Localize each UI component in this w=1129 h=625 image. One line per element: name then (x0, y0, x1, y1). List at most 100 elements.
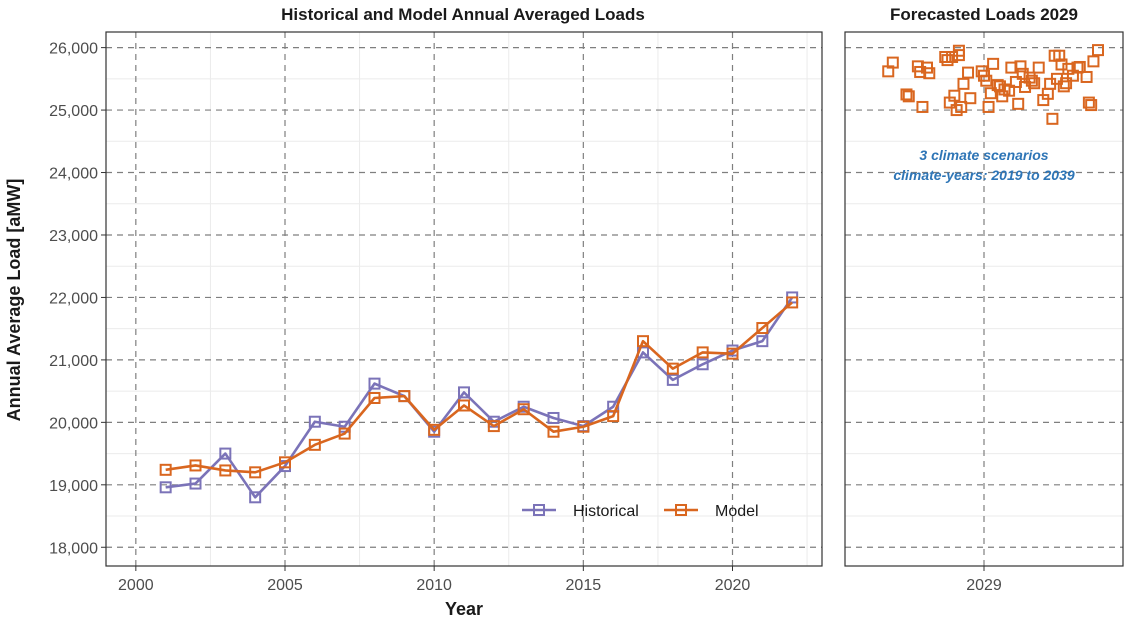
data-point-model (159, 463, 172, 476)
series-line-model (165, 301, 794, 474)
forecast-point (1087, 55, 1100, 68)
forecast-point (900, 88, 913, 101)
forecast-point (1080, 70, 1093, 83)
data-point-model (517, 403, 530, 416)
forecast-point (1028, 77, 1041, 90)
y-tick-label: 20,000 (49, 415, 98, 432)
data-point-model (547, 425, 560, 438)
forecast-point (1025, 74, 1038, 87)
data-point-model (726, 347, 739, 360)
forecast-point (1003, 84, 1016, 97)
forecast-point (962, 66, 975, 79)
x-tick-label: 2010 (416, 577, 452, 594)
forecast-point (946, 50, 959, 63)
data-point-historical (249, 491, 262, 504)
forecast-point (955, 100, 968, 113)
data-point-historical (219, 447, 232, 460)
forecast-point (1092, 44, 1104, 57)
forecast-point (1032, 61, 1045, 74)
x-tick-label: 2020 (715, 577, 751, 594)
legend-historical-marker (533, 504, 545, 516)
forecast-point (957, 77, 970, 90)
y-tick-label: 25,000 (49, 103, 98, 120)
forecast-point (916, 100, 929, 113)
forecast-point (902, 90, 915, 103)
data-point-model (368, 391, 381, 404)
left-panel: 18,000 19,000 20,000 21,000 22,000 23,000 24,0… (49, 31, 823, 594)
forecast-point (948, 89, 961, 102)
right-panel: 2029 (844, 31, 1124, 594)
forecast-point (939, 50, 952, 63)
forecast-point (1012, 97, 1025, 110)
forecast-point (1053, 49, 1066, 62)
data-point-model (219, 464, 232, 477)
data-point-historical (368, 377, 381, 390)
forecast-point (1046, 112, 1059, 125)
forecast-point (984, 87, 997, 100)
forecast-point (982, 100, 995, 113)
y-tick-label: 24,000 (49, 166, 98, 183)
data-point-model (458, 399, 470, 412)
forecast-point (1082, 96, 1095, 109)
legend: Historical Model (522, 503, 759, 520)
data-point-model (279, 456, 291, 469)
forecast-point (1016, 67, 1029, 80)
data-point-model (308, 438, 321, 451)
y-tick-label: 22,000 (49, 290, 98, 307)
data-point-model (637, 335, 649, 348)
data-point-historical (458, 386, 470, 399)
forecast-point (1085, 99, 1098, 112)
annotation-line-1: 3 climate scenarios (919, 147, 1048, 163)
forecast-point (980, 74, 993, 87)
legend-model-marker (675, 504, 687, 516)
left-panel-title: Historical and Model Annual Averaged Loa… (281, 5, 645, 24)
forecast-point (952, 44, 965, 57)
forecast-point (886, 56, 899, 69)
data-point-model (666, 362, 679, 375)
data-point-model (189, 459, 202, 472)
x-tick-label: 2015 (566, 577, 602, 594)
data-point-historical (666, 373, 679, 386)
right-panel-title: Forecasted Loads 2029 (890, 5, 1078, 24)
data-point-historical (696, 358, 709, 371)
forecast-point (1057, 80, 1070, 93)
right-panel-border (844, 31, 1124, 567)
data-point-model (577, 420, 590, 433)
data-point-model (338, 427, 351, 440)
data-point-historical (308, 415, 321, 428)
y-tick-label: 19,000 (49, 478, 98, 495)
y-tick-label: 21,000 (49, 353, 98, 370)
legend-model-label: Model (715, 503, 759, 520)
data-point-model (756, 322, 769, 335)
y-tick-label: 18,000 (49, 540, 98, 557)
annotation-line-2: climate-years: 2019 to 2039 (893, 167, 1075, 183)
y-tick-label: 23,000 (49, 228, 98, 245)
forecast-point (1073, 60, 1086, 73)
data-point-model (428, 423, 441, 436)
data-point-model (398, 390, 411, 403)
left-panel-border (105, 31, 823, 567)
data-point-historical (547, 411, 560, 424)
data-point-historical (189, 477, 202, 490)
data-point-model (696, 346, 709, 359)
y-tick-label: 26,000 (49, 41, 98, 58)
forecast-point (1014, 60, 1027, 73)
y-axis-title: Annual Average Load [aMW] (4, 179, 24, 422)
forecast-point (1060, 77, 1073, 90)
forecast-point (923, 67, 936, 80)
data-point-model (249, 466, 262, 479)
x-tick-label: 2000 (118, 577, 154, 594)
x-tick-label: 2029 (966, 577, 1002, 594)
data-point-model (786, 296, 799, 309)
data-point-model (487, 420, 500, 433)
left-panel-bg (106, 32, 822, 566)
series-line-historical (165, 296, 794, 499)
data-point-model (607, 410, 620, 423)
forecast-point (964, 92, 977, 105)
data-point-historical (756, 335, 769, 348)
legend-historical-label: Historical (573, 503, 639, 520)
data-point-historical (159, 481, 172, 494)
x-tick-label: 2005 (267, 577, 303, 594)
